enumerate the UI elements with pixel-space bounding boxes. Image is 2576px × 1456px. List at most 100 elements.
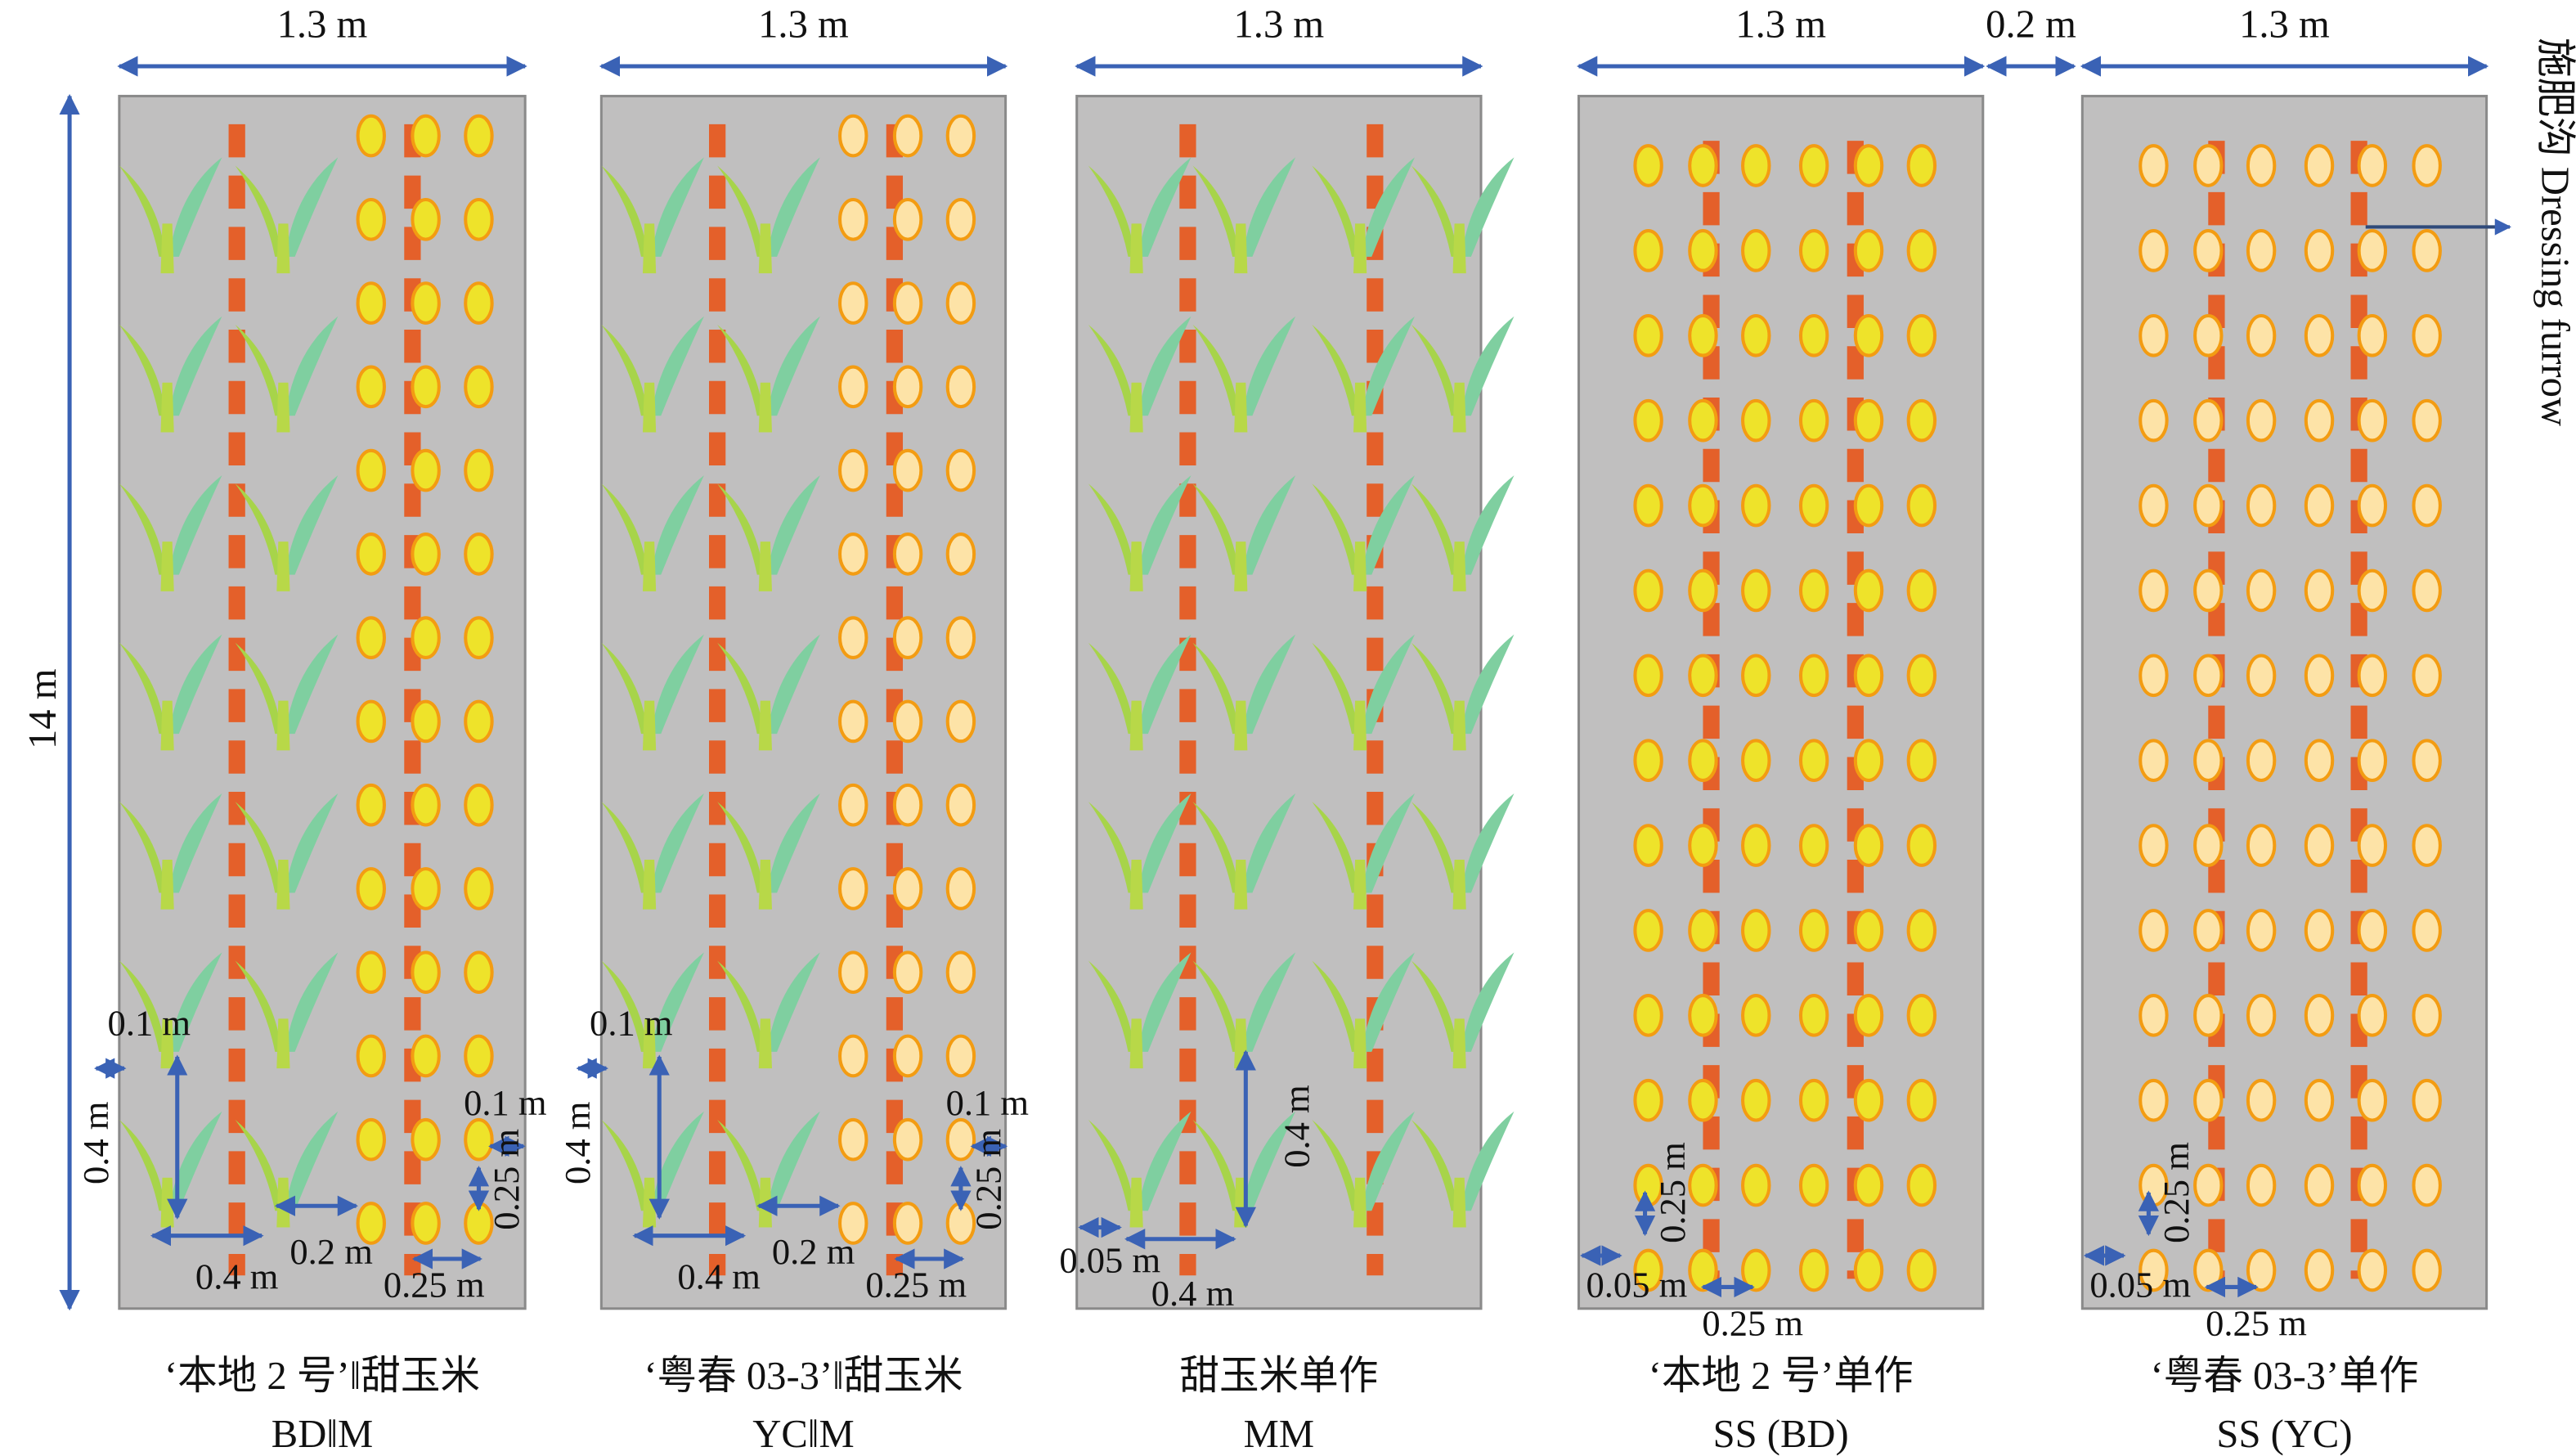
leaf <box>1138 1111 1192 1211</box>
leaf <box>168 952 222 1052</box>
leaf <box>285 475 339 575</box>
peanut <box>2304 1248 2335 1292</box>
peanut <box>1798 1163 1829 1207</box>
maize-plant <box>717 793 820 910</box>
peanut <box>2193 398 2224 443</box>
maize-plant <box>1192 316 1296 433</box>
peanut <box>892 448 923 492</box>
leaf <box>651 634 704 735</box>
leaf <box>1312 802 1359 893</box>
leaf <box>1088 483 1135 575</box>
maize-plant <box>1192 793 1296 910</box>
stem <box>1452 542 1466 591</box>
peanut <box>1906 1078 1937 1122</box>
leaf <box>1138 793 1192 893</box>
peanut <box>2246 739 2277 783</box>
peanut <box>892 1117 923 1162</box>
peanut <box>1633 1078 1663 1122</box>
label: 0.1 m <box>108 1003 191 1044</box>
peanut <box>1741 994 1771 1037</box>
peanut <box>1798 654 1829 698</box>
label: 0.4 m <box>1151 1273 1235 1314</box>
leaf <box>1242 316 1296 416</box>
stem <box>1452 1177 1466 1228</box>
peanut <box>2304 398 2335 443</box>
peanut <box>2246 568 2277 613</box>
peanut <box>2246 483 2277 528</box>
peanut <box>356 365 386 409</box>
peanut <box>2412 229 2442 272</box>
peanut <box>1798 568 1829 613</box>
peanut <box>2304 909 2335 952</box>
leaf <box>766 157 820 257</box>
leaf <box>1138 316 1192 416</box>
label: 0.1 m <box>590 1003 673 1044</box>
peanut <box>2193 1163 2224 1207</box>
maize-plant <box>1411 157 1515 274</box>
leaf <box>1088 802 1135 893</box>
maize-plant <box>601 475 704 591</box>
peanut <box>1688 313 1718 357</box>
peanut <box>2138 568 2169 613</box>
peanut <box>2193 1248 2224 1292</box>
label: 0.1 m <box>464 1082 547 1123</box>
stem <box>276 223 290 274</box>
peanut <box>2246 313 2277 357</box>
peanut <box>892 1034 923 1078</box>
label: BD‖M <box>272 1412 373 1456</box>
label: 0.05 m <box>1059 1239 1160 1280</box>
peanut <box>2412 313 2442 357</box>
peanut <box>2357 1248 2388 1292</box>
peanut <box>838 448 868 492</box>
peanut <box>945 448 976 492</box>
peanut <box>892 616 923 659</box>
leaf <box>119 165 166 257</box>
leaf <box>1411 960 1458 1052</box>
peanut <box>2138 909 2169 952</box>
peanut <box>356 950 386 995</box>
stem <box>1353 859 1367 910</box>
peanut <box>1741 1078 1771 1122</box>
peanut <box>2412 1248 2442 1292</box>
peanut <box>2193 824 2224 867</box>
peanut <box>464 950 494 995</box>
stem <box>1129 223 1143 274</box>
maize-plant <box>235 475 339 591</box>
peanut <box>2357 909 2388 952</box>
leaf <box>235 642 282 735</box>
leaf <box>1138 157 1192 257</box>
leaf <box>651 952 704 1052</box>
peanut <box>2193 994 2224 1037</box>
peanut <box>411 1202 441 1245</box>
maize-plant <box>1411 475 1515 591</box>
peanut <box>838 1202 868 1245</box>
maize-plant <box>1088 316 1192 433</box>
stem <box>1452 223 1466 274</box>
peanut <box>1906 1163 1937 1207</box>
peanut <box>1853 824 1884 867</box>
peanut <box>2304 144 2335 187</box>
peanut <box>1741 568 1771 613</box>
peanut <box>838 365 868 409</box>
stem <box>758 700 772 751</box>
peanut <box>2357 483 2388 528</box>
leaf <box>1088 1119 1135 1211</box>
label: 0.2 m <box>772 1231 855 1272</box>
peanut <box>356 1202 386 1245</box>
peanut <box>945 699 976 744</box>
stem <box>758 223 772 274</box>
leaf <box>1242 952 1296 1052</box>
stem <box>160 382 174 433</box>
peanut <box>1741 229 1771 272</box>
peanut <box>1688 483 1718 528</box>
maize-plant <box>1088 157 1192 274</box>
peanut <box>838 616 868 659</box>
peanut <box>1906 483 1937 528</box>
leaf <box>285 952 339 1052</box>
leaf <box>168 157 222 257</box>
leaf <box>1242 634 1296 735</box>
peanut <box>2357 144 2388 187</box>
leaf <box>1362 952 1415 1052</box>
peanut <box>356 699 386 744</box>
peanut <box>356 1034 386 1078</box>
